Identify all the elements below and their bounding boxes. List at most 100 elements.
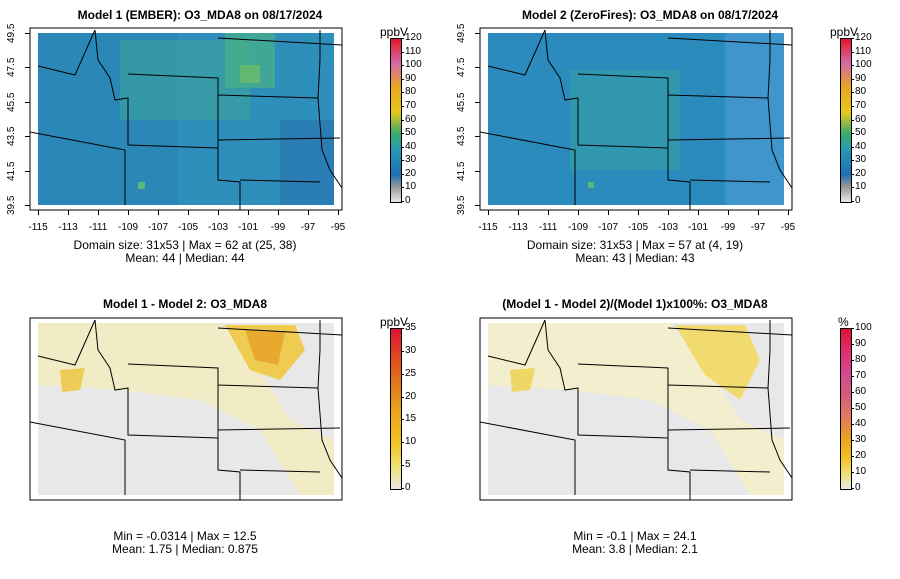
y-tick-label: 47.5 [456,57,467,78]
colorbar-tick-mark [851,51,854,53]
colorbar-tick-label: 35 [405,322,417,333]
x-tick-mark [698,210,699,215]
panel-title: (Model 1 - Model 2)/(Model 1)x100%: O3_M… [502,297,768,311]
colorbar-tick-mark [851,105,854,107]
state-borders [29,29,343,210]
colorbar-tick-mark [401,65,404,67]
x-tick-label: -103 [658,222,679,233]
colorbar-tick-label: 0 [405,482,411,493]
x-tick-mark [308,210,309,215]
y-tick-mark [475,33,480,34]
x-tick-label: -95 [780,222,796,233]
colorbar-tick-mark [851,424,854,425]
colorbar-tick-label: 60 [405,113,417,125]
y-tick-label: 41.5 [456,161,467,181]
map-region-east [725,33,784,205]
x-tick-label: -101 [238,222,259,233]
y-tick-mark [475,136,480,138]
x-tick-mark [518,210,519,215]
colorbar-tick-label: 25 [405,367,417,379]
map-plot [479,317,793,501]
border-lines [479,29,793,210]
border-lines [29,319,343,500]
colorbar-tick-label: 50 [855,127,867,139]
colorbar-tick-mark [851,408,854,409]
colorbar-tick-mark [851,38,854,39]
x-tick-label: -95 [330,222,346,233]
colorbar-tick-mark [851,119,854,121]
colorbar-tick-label: 20 [855,450,867,461]
colorbar-tick-mark [851,392,854,393]
panel-model1: Model 1 (EMBER): O3_MDA8 on 08/17/2024 D… [0,0,450,290]
colorbar-tick-mark [851,65,854,67]
colorbar-tick-label: 30 [405,154,417,166]
map-hotspots [38,33,334,205]
colorbar-tick-label: 120 [405,32,422,43]
colorbar-tick-mark [851,173,854,175]
y-tick-mark [25,33,30,34]
x-tick-mark [668,210,669,215]
colorbar-tick-mark [401,105,404,107]
x-tick-label: -101 [688,222,709,233]
plot-frame [29,317,343,501]
colorbar-tick-label: 10 [855,466,867,477]
colorbar-tick-label: 50 [855,402,867,413]
x-tick-label: -107 [598,222,619,233]
y-tick-mark [25,101,30,103]
map-region-light [38,323,334,495]
colorbar-tick-mark [401,187,404,189]
x-tick-mark [608,210,609,215]
colorbar-tick-label: 70 [405,99,417,111]
colorbar-tick-mark [851,201,854,202]
x-tick-label: -97 [750,222,766,233]
x-tick-label: -115 [28,222,48,233]
stats-line2: Mean: 44 | Median: 44 [125,251,245,265]
colorbar-tick-mark [401,373,404,375]
colorbar-tick-mark [851,328,854,329]
map-max-cell [240,65,260,83]
colorbar-tick-mark [401,328,404,329]
y-tick-mark [475,67,480,69]
x-tick-mark [98,210,99,215]
x-tick-mark [548,210,549,215]
y-tick-label: 47.5 [6,57,17,78]
map-region-light [488,323,784,495]
map-plot [29,317,343,501]
colorbar-tick-mark [401,92,404,94]
y-tick-mark [25,67,30,69]
colorbar [390,328,402,490]
x-tick-label: -105 [178,222,199,233]
colorbar-tick-mark [851,440,854,441]
map-cell [588,182,594,188]
map-region-mid [675,325,760,400]
x-tick-label: -105 [628,222,649,233]
x-tick-mark [338,210,339,215]
plot-frame [479,317,793,501]
x-tick-mark [248,210,249,215]
x-tick-mark [578,210,579,215]
colorbar-tick-mark [401,465,404,467]
colorbar-tick-mark [401,78,404,80]
colorbar-tick-mark [851,92,854,94]
y-tick-label: 45.5 [456,92,467,112]
colorbar-tick-label: 120 [855,32,872,43]
colorbar-tick-label: 10 [855,181,867,193]
x-tick-mark [758,210,759,215]
colorbar-tick-mark [401,51,404,53]
colorbar-tick-label: 5 [405,459,411,471]
colorbar-tick-mark [401,133,404,135]
panel-diff: Model 1 - Model 2: O3_MDA8 Min = -0.0314… [0,290,450,579]
colorbar-tick-label: 110 [405,45,421,57]
colorbar-tick-mark [401,350,404,352]
y-tick-mark [25,136,30,138]
y-tick-label: 39.5 [6,195,17,215]
colorbar-tick-label: 80 [405,86,417,98]
colorbar-tick-label: 70 [855,370,867,381]
colorbar [840,38,852,203]
colorbar-tick-mark [851,456,854,457]
colorbar-tick-label: 90 [405,72,417,84]
colorbar-tick-mark [401,146,404,148]
colorbar-tick-mark [401,488,404,489]
stats-line2: Mean: 3.8 | Median: 2.1 [572,542,698,556]
y-tick-label: 39.5 [456,195,467,215]
